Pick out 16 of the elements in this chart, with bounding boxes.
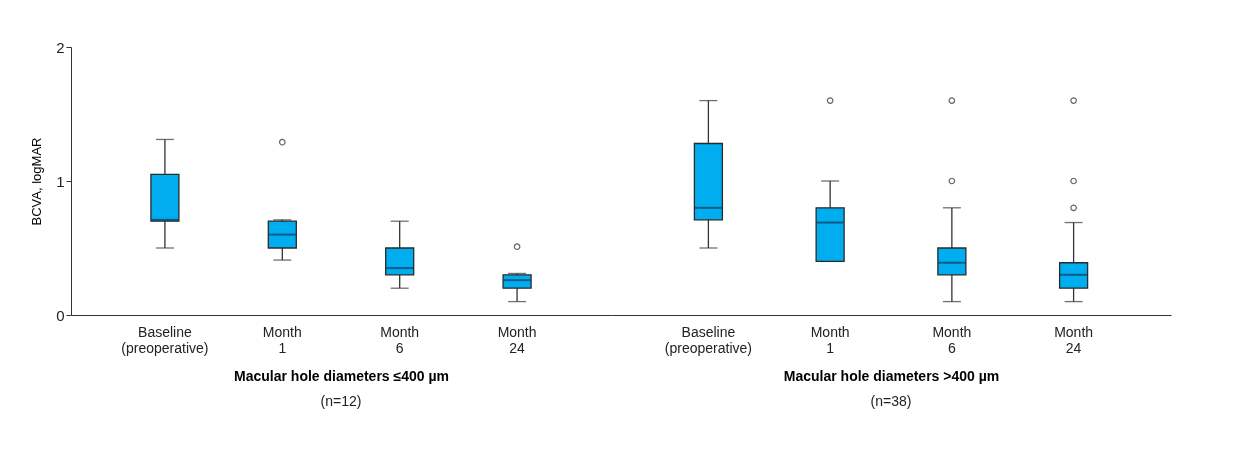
text: (n=38) (870, 393, 912, 409)
x-tick-label: Baseline (preoperative) (121, 323, 209, 356)
y-tick-label: 0 (56, 306, 65, 324)
x-tick-label: Baseline (preoperative) (664, 323, 752, 356)
x-tick-label: Month 6 (932, 323, 972, 356)
x-tick-label: Month 6 (380, 323, 420, 356)
x-tick-label: Month 24 (497, 323, 537, 356)
x-axis-title: Macular hole diameters ≤400 µm (234, 367, 449, 384)
y-axis-title: BCVA, logMAR (29, 137, 45, 226)
x-axis-title: Macular hole diameters >400 µm (783, 367, 1000, 384)
x-tick-label: Month 1 (262, 323, 302, 356)
text: (n=12) (320, 393, 362, 409)
x-tick-label: Month 24 (1054, 323, 1094, 356)
x-tick-label: Month 1 (810, 323, 850, 356)
y-tick-label: 2 (56, 38, 65, 56)
y-tick-label: 1 (56, 172, 65, 190)
